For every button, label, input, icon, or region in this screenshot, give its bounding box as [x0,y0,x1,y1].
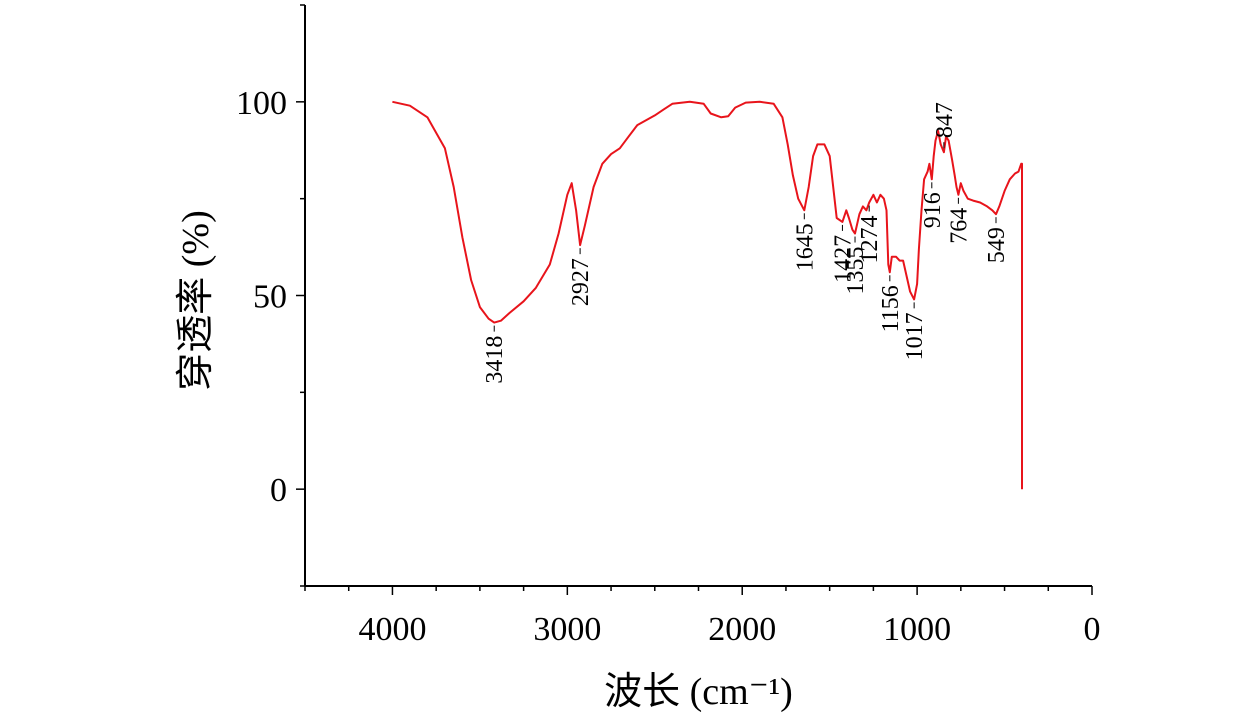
axes [304,5,1092,587]
peak-label-text: 549 [984,227,1010,263]
peak-label: 847 [932,102,958,149]
peak-label-text: 3418 [482,336,508,384]
peak-label: 1645 [792,213,818,271]
x-tick-label: 1000 [883,611,951,648]
series-line [392,100,1023,490]
x-tick-label: 0 [1084,611,1101,648]
peak-label: 1274 [857,205,883,264]
peak-label: 1156 [878,275,904,332]
peak-label-text: 1017 [902,312,928,360]
y-axis-title: 穿透率 (%) [175,210,217,390]
y-tick-label: 100 [236,85,287,122]
x-tick-label: 4000 [358,611,426,648]
peak-label-text: 1427 [830,235,856,283]
peak-label: 764 [946,197,972,244]
ticks: 4000 3000 2000 1000 0 0 50 100 [236,4,1101,648]
peak-label-text: 1645 [792,223,818,271]
peak-label: 3418 [482,325,508,384]
y-tick-label: 0 [270,472,287,509]
y-tick-label: 50 [253,279,287,316]
peak-label: 2927 [568,248,594,306]
peak-label: 1427 [830,224,856,283]
peak-label-text: 916 [920,192,946,228]
peak-label: 1017 [902,302,928,360]
peak-label-text: 1274 [857,216,883,264]
x-axis-title: 波长 (cm⁻¹) [604,671,793,713]
x-tick-label: 2000 [708,611,776,648]
peak-label: 916 [920,182,946,228]
peak-label-text: 1156 [878,285,904,332]
x-tick-label: 3000 [533,611,601,648]
peak-label: 1355 [843,236,869,295]
peak-label-text: 764 [946,208,972,244]
series [392,100,1023,490]
peak-label: 549 [984,217,1010,263]
peak-label-text: 1355 [843,247,869,295]
peak-label-text: 2927 [568,258,594,306]
peak-label-text: 847 [932,102,958,138]
